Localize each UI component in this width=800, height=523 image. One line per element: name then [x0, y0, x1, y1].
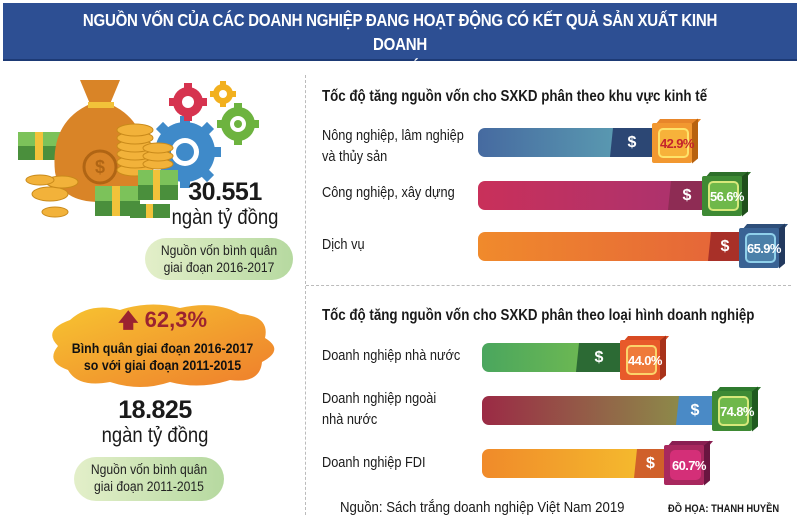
- gear-blue-icon: [149, 116, 221, 188]
- value-label: 65.9%: [745, 233, 781, 263]
- gear-red-icon: [169, 83, 207, 121]
- title-line-2: GIAI ĐOẠN 2016-2017 SO VỚI GIAI ĐOẠN 201…: [220, 58, 580, 78]
- chart1-label-industry: Công nghiệp, xây dựng: [322, 185, 455, 201]
- chart1-title: Tốc độ tăng nguồn vốn cho SXKD phân theo…: [322, 88, 708, 105]
- chart1-label-agriculture: Nông nghiệp, lâm nghiệp và thủy sản: [322, 128, 464, 165]
- dollar-icon: $: [610, 128, 654, 157]
- gear-yellow-icon: [210, 81, 236, 107]
- vertical-divider: [305, 75, 306, 515]
- page-title: NGUỒN VỐN CỦA CÁC DOANH NGHIỆP ĐANG HOẠT…: [3, 3, 797, 78]
- previous-capital-value: 18.825: [118, 396, 192, 424]
- growth-label-line1: Bình quân giai đoạn 2016-2017: [71, 341, 254, 356]
- chart1-bar-industry: $: [478, 181, 706, 210]
- current-period-label: Nguồn vốn bình quân giai đoạn 2016-2017: [145, 238, 293, 280]
- current-capital-value: 30.551: [188, 178, 262, 206]
- title-line-1: NGUỒN VỐN CỦA CÁC DOANH NGHIỆP ĐANG HOẠT…: [82, 10, 718, 54]
- chart2-bar-fdi: $: [482, 449, 667, 478]
- source-note: Nguồn: Sách trắng doanh nghiệp Việt Nam …: [340, 499, 625, 516]
- chart2-label-fdi: Doanh nghiệp FDI: [322, 455, 426, 471]
- coins-icon: [25, 174, 79, 218]
- money-gears-illustration-icon: $: [18, 80, 259, 218]
- dollar-icon: $: [676, 396, 714, 425]
- chart1-label-services: Dịch vụ: [322, 237, 365, 253]
- growth-splash-badge-icon: [52, 304, 275, 387]
- chart1-bar-agriculture: $: [478, 128, 654, 157]
- current-capital-unit: ngàn tỷ đồng: [171, 206, 279, 229]
- chart2-bar-private: $: [482, 396, 714, 425]
- chart2-label-state: Doanh nghiệp nhà nước: [322, 348, 461, 364]
- current-label-line1: Nguồn vốn bình quân: [160, 243, 278, 258]
- horizontal-divider: [306, 285, 791, 286]
- value-label: 44.0%: [626, 345, 662, 375]
- cash-stack-icon: [18, 132, 63, 160]
- chart2-value-box-fdi: 60.7%: [664, 440, 714, 487]
- dollar-icon: $: [668, 181, 706, 210]
- value-label: 74.8%: [718, 396, 754, 426]
- value-label: 56.6%: [708, 181, 744, 211]
- growth-label-line2: so với giai đoạn 2011-2015: [83, 358, 242, 373]
- previous-label-line1: Nguồn vốn bình quân: [90, 462, 208, 477]
- previous-label-line2: giai đoạn 2011-2015: [94, 479, 204, 494]
- up-arrow-icon: 🡅: [117, 310, 139, 332]
- chart2-title: Tốc độ tăng nguồn vốn cho SXKD phân theo…: [322, 307, 755, 324]
- chart1-value-box-agriculture: 42.9%: [652, 118, 702, 165]
- growth-value: 62,3%: [144, 307, 208, 332]
- chart2-value-box-state: 44.0%: [620, 335, 670, 382]
- cash-bundles-icon: [95, 170, 178, 218]
- chart2-bar-state: $: [482, 343, 622, 372]
- coin-stack-icon: [116, 123, 174, 177]
- previous-capital-unit: ngàn tỷ đồng: [101, 424, 209, 447]
- gear-green-icon: [217, 103, 259, 145]
- previous-period-label: Nguồn vốn bình quân giai đoạn 2011-2015: [74, 457, 224, 501]
- dollar-icon: $: [634, 449, 667, 478]
- graphic-credit: ĐỒ HỌA: THANH HUYỀN: [668, 503, 780, 515]
- svg-text:$: $: [95, 157, 105, 177]
- chart2-value-box-private: 74.8%: [712, 386, 762, 433]
- chart1-value-box-industry: 56.6%: [702, 171, 752, 218]
- chart1-bar-services: $: [478, 232, 742, 261]
- current-label-line2: giai đoạn 2016-2017: [163, 260, 275, 275]
- growth-block: 🡅 62,3% Bình quân giai đoạn 2016-2017 so…: [40, 306, 285, 374]
- dollar-icon: $: [708, 232, 742, 261]
- chart1-value-box-services: 65.9%: [739, 223, 789, 270]
- value-label: 60.7%: [670, 450, 706, 480]
- chart2-label-private: Doanh nghiệp ngoài nhà nước: [322, 391, 437, 428]
- dollar-icon: $: [576, 343, 622, 372]
- value-label: 42.9%: [658, 128, 694, 158]
